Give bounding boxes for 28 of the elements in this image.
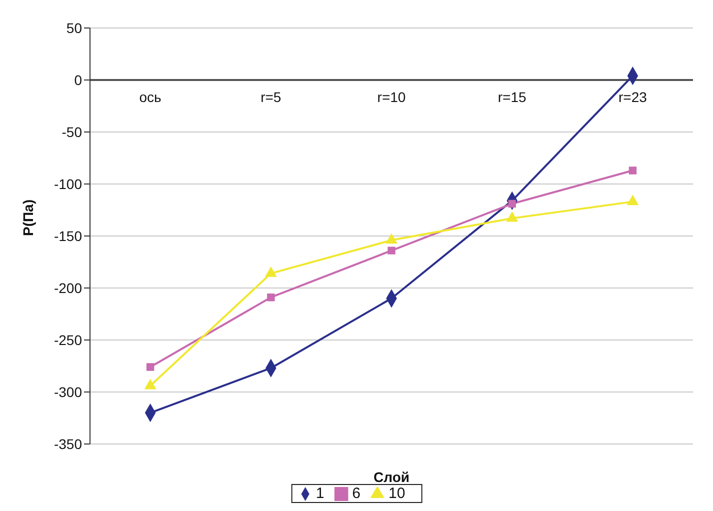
x-tick-label: r=15 <box>498 88 527 105</box>
point <box>627 195 638 206</box>
point <box>146 363 154 371</box>
x-tick-label: r=23 <box>618 88 648 105</box>
y-tick-label: 50 <box>66 20 82 36</box>
legend-label: 10 <box>388 485 406 502</box>
y-tick-label: -350 <box>54 436 82 452</box>
y-tick-label: 0 <box>74 72 82 88</box>
y-axis-title: P(Па) <box>20 199 36 236</box>
legend-label: 6 <box>352 485 360 502</box>
x-tick-label: r=10 <box>377 88 406 105</box>
y-tick-label: -100 <box>54 176 82 192</box>
y-tick-label: -300 <box>54 384 82 400</box>
point <box>388 246 396 254</box>
point <box>628 166 637 174</box>
x-tick-label: r=5 <box>260 88 282 105</box>
point <box>386 234 398 244</box>
y-tick-label: -250 <box>54 332 82 348</box>
point <box>265 267 276 277</box>
point <box>506 212 518 222</box>
x-axis-title: Слой <box>374 469 410 485</box>
x-tick-label: ось <box>139 88 162 105</box>
y-tick-label: -200 <box>54 280 82 296</box>
y-tick-label: -50 <box>62 124 82 140</box>
point <box>267 294 275 302</box>
point <box>144 379 156 390</box>
legend-label: 1 <box>316 485 324 502</box>
y-tick-label: -150 <box>54 228 82 244</box>
